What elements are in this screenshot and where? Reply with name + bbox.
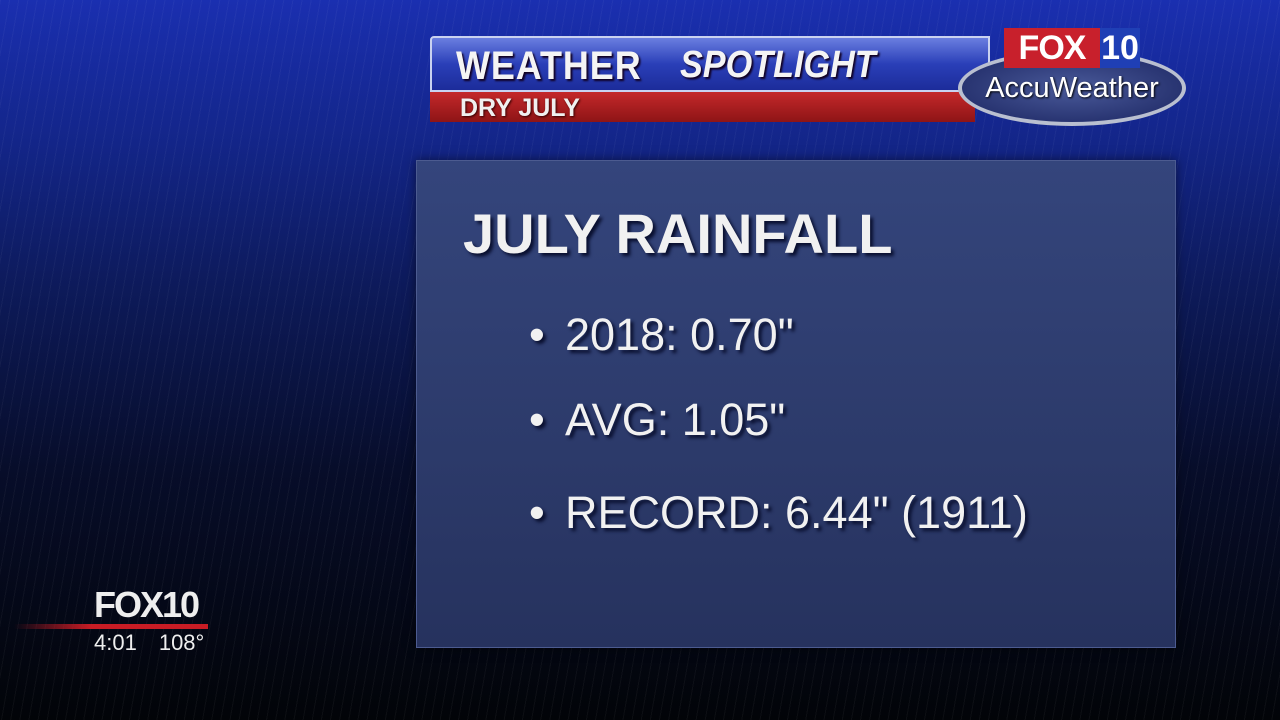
item-text: RECORD: 6.44" (1911) [565, 487, 1028, 538]
banner-title-spotlight: SPOTLIGHT [680, 44, 876, 86]
bullet: • [529, 309, 545, 360]
bug-divider [14, 624, 208, 629]
station-bug: FOX10 4:01 108° [14, 584, 214, 655]
banner-bottom-bar [430, 92, 975, 122]
list-item: • RECORD: 6.44" (1911) [529, 487, 1028, 539]
fox10-accuweather-logo: FOX 10 AccuWeather [958, 28, 1186, 126]
bug-time: 4:01 [94, 630, 137, 655]
logo-number: 10 [1100, 28, 1140, 68]
banner-title-weather: WEATHER [456, 44, 642, 88]
item-text: AVG: 1.05" [565, 394, 786, 445]
list-item: • 2018: 0.70" [529, 309, 794, 361]
item-text: 2018: 0.70" [565, 309, 794, 360]
bug-temperature: 108° [158, 630, 205, 655]
bullet: • [529, 394, 545, 445]
logo-accuweather: AccuWeather [985, 72, 1159, 104]
banner-subtitle: DRY JULY [460, 94, 580, 122]
bullet: • [529, 487, 545, 538]
rainfall-panel: JULY RAINFALL • 2018: 0.70" • AVG: 1.05" •… [416, 160, 1176, 648]
bug-logo: FOX10 [94, 584, 200, 625]
list-item: • AVG: 1.05" [529, 394, 785, 446]
panel-title: JULY RAINFALL [463, 202, 893, 265]
banner-top-bar [430, 36, 990, 92]
bug-info: 4:01 108° [94, 630, 204, 656]
weather-spotlight-banner: WEATHER SPOTLIGHT DRY JULY [430, 36, 990, 122]
logo-fox: FOX [1004, 28, 1100, 68]
